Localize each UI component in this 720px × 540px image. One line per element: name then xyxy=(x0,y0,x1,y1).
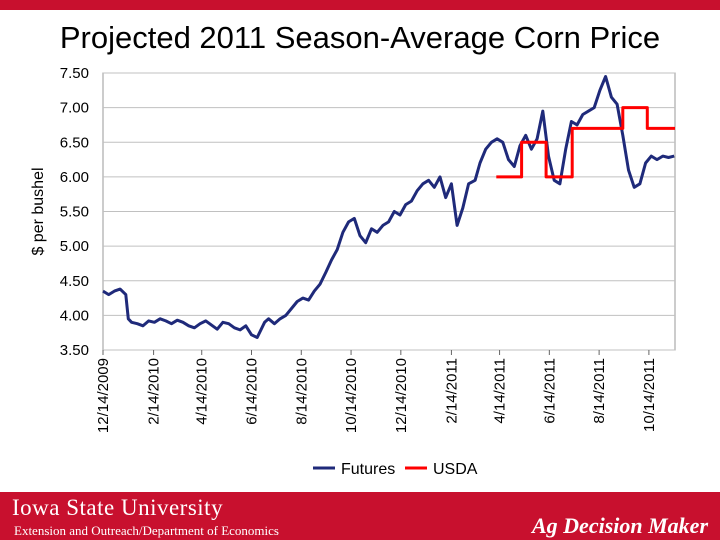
y-tick-label: 5.00 xyxy=(60,238,89,255)
top-accent-bar xyxy=(0,0,720,10)
series-line-usda xyxy=(496,106,675,179)
x-tick-label: 10/14/2010 xyxy=(343,358,360,433)
slide-title: Projected 2011 Season-Average Corn Price xyxy=(59,20,661,55)
legend-label-futures: Futures xyxy=(341,461,395,478)
series-line-futures xyxy=(102,75,675,339)
x-tick-label: 6/14/2011 xyxy=(541,358,558,424)
y-tick-label: 6.00 xyxy=(60,169,89,186)
x-tick-label: 4/14/2011 xyxy=(492,358,509,424)
ag-decision-maker-logo: Ag Decision Maker xyxy=(532,513,708,538)
x-tick-label: 4/14/2010 xyxy=(194,358,211,425)
legend-label-usda: USDA xyxy=(433,461,478,478)
y-tick-label: 5.50 xyxy=(60,204,89,221)
x-tick-label: 8/14/2010 xyxy=(293,358,310,425)
x-tick-label: 12/14/2010 xyxy=(393,358,410,433)
y-tick-label: 6.50 xyxy=(60,134,89,151)
x-tick-label: 2/14/2011 xyxy=(443,358,460,424)
y-tick-label: 7.00 xyxy=(60,100,89,117)
y-tick-label: 4.50 xyxy=(60,273,89,290)
x-tick-label: 12/14/2009 xyxy=(95,358,112,433)
university-logo: Iowa State University xyxy=(12,495,224,520)
y-tick-label: 4.00 xyxy=(60,307,89,324)
x-tick-label: 10/14/2011 xyxy=(641,358,658,432)
department-text: Extension and Outreach/Department of Eco… xyxy=(14,523,279,538)
x-tick-label: 2/14/2010 xyxy=(146,358,163,425)
x-tick-label: 8/14/2011 xyxy=(591,358,608,424)
y-tick-label: 7.50 xyxy=(60,65,89,82)
corn-price-chart: 3.50 4.00 4.50 5.00 5.50 6.00 6.50 7.00 7.50 $ pe… xyxy=(30,65,676,478)
x-tick-label: 6/14/2010 xyxy=(244,358,261,425)
y-tick-label: 3.50 xyxy=(60,342,89,359)
y-axis-label: $ per bushel xyxy=(30,167,47,255)
footer-bar: Iowa State University Extension and Outr… xyxy=(0,492,720,540)
